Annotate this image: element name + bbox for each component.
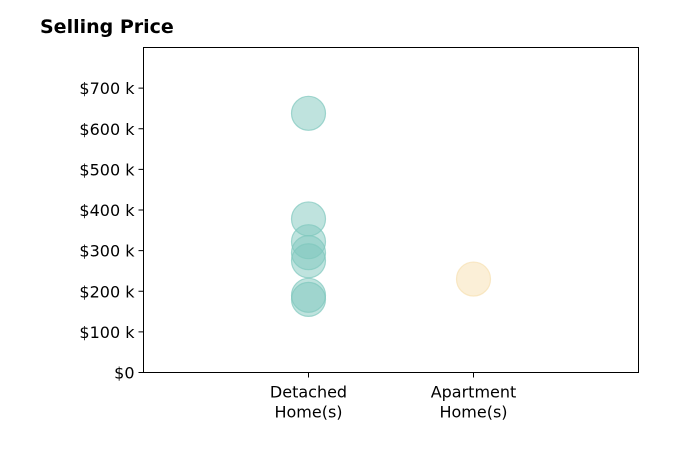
x-axis: Detached Home(s) Apartment Home(s) xyxy=(270,372,517,422)
plot-frame xyxy=(143,47,639,373)
y-tick-label: $300 k xyxy=(79,242,135,261)
data-points xyxy=(290,95,492,317)
data-point xyxy=(290,243,327,279)
chart-title: Selling Price xyxy=(40,16,174,38)
y-tick-label: $700 k xyxy=(79,79,135,98)
data-point xyxy=(455,261,492,297)
y-tick-label: $400 k xyxy=(79,201,135,220)
y-tick-label: $100 k xyxy=(79,323,135,342)
data-point xyxy=(290,281,327,317)
y-tick-label: $600 k xyxy=(79,120,135,139)
x-tick-label: Apartment Home(s) xyxy=(431,383,517,422)
y-axis: $0 $100 k $200 k $300 k $400 k $500 k $600 k $7… xyxy=(79,79,144,383)
data-point xyxy=(290,95,327,131)
y-tick-label: $0 xyxy=(114,364,134,383)
x-tick-label: Detached Home(s) xyxy=(270,383,347,422)
y-tick-label: $500 k xyxy=(79,160,135,179)
y-tick-label: $200 k xyxy=(79,282,135,301)
